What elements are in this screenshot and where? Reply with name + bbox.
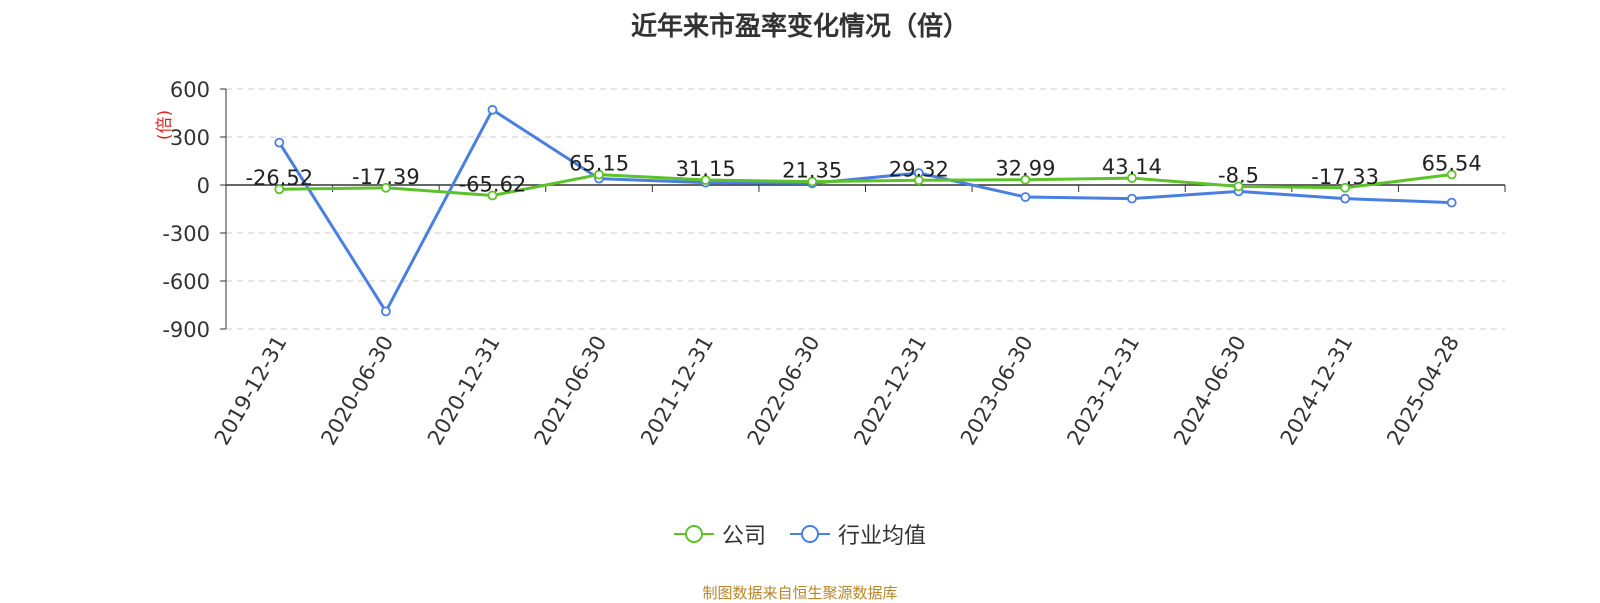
company-point <box>380 182 391 193</box>
x-tick-label: 2020-06-30 <box>316 332 398 450</box>
series <box>274 104 1457 317</box>
y-tick-label: 0 <box>197 174 210 198</box>
legend-company-marker <box>673 525 714 543</box>
company-data-label: 31.15 <box>676 157 736 181</box>
company-data-label: -17.39 <box>352 165 420 189</box>
y-tick-label: -600 <box>162 270 210 294</box>
x-tick-label: 2022-12-31 <box>849 332 931 450</box>
industry-point <box>1127 193 1137 204</box>
industry-point <box>380 306 391 317</box>
company-data-label: 32.99 <box>995 157 1055 181</box>
company-data-label: -8.5 <box>1218 163 1259 187</box>
legend-company-label: 公司 <box>721 524 766 549</box>
company-point <box>274 184 285 195</box>
industry-point <box>1446 197 1457 208</box>
company-point <box>913 175 924 186</box>
company-point <box>487 190 498 201</box>
company-data-label: 43.14 <box>1102 155 1162 179</box>
company-data-label: -65.62 <box>459 172 527 196</box>
industry-line <box>278 108 1452 313</box>
axes: 600 300 0 -300 -600 -900 (倍) 2019-12-31 2020-06-… <box>155 78 1506 450</box>
y-axis-label: (倍) <box>155 110 175 140</box>
company-point <box>1446 169 1457 180</box>
legend-industry-marker <box>790 525 830 543</box>
chart-title: 近年来市盈率变化情况（倍） <box>630 12 969 42</box>
legend-industry-label: 行业均值 <box>838 524 927 549</box>
company-data-label: 21.35 <box>782 159 842 183</box>
legend: 公司 行业均值 <box>0 518 1600 550</box>
industry-point <box>487 104 498 115</box>
company-point <box>594 169 604 180</box>
x-tick-label: 2024-06-30 <box>1169 332 1251 450</box>
company-point <box>1020 174 1031 185</box>
company-point <box>807 176 818 187</box>
x-tick-label: 2021-12-31 <box>636 332 718 450</box>
x-tick-label: 2022-06-30 <box>743 332 825 450</box>
company-data-label: 29.32 <box>889 157 949 181</box>
grid-lines <box>226 88 1505 330</box>
x-tick-label: 2021-06-30 <box>530 332 612 450</box>
y-tick-label: 600 <box>170 78 210 102</box>
company-point <box>1233 181 1244 192</box>
y-tick-label: -300 <box>162 222 210 246</box>
company-point <box>700 175 711 185</box>
y-tick-label: -900 <box>162 318 210 342</box>
data-labels: -26.52 -17.39 -65.62 65.15 31.15 21.35 29.32 32… <box>245 152 1481 197</box>
x-tick-label: 2023-12-31 <box>1062 332 1144 450</box>
company-data-label: -26.52 <box>245 166 313 190</box>
x-tick-label: 2019-12-31 <box>210 332 292 450</box>
company-point <box>1340 182 1351 193</box>
x-tick-label: 2020-12-31 <box>423 332 505 450</box>
source-note: 制图数据来自恒生聚源数据库 <box>702 584 898 602</box>
company-line <box>279 173 1452 197</box>
industry-point <box>1020 192 1031 202</box>
company-point <box>1127 173 1137 183</box>
legend-item-industry[interactable]: 行业均值 <box>790 518 926 550</box>
x-tick-label: 2025-04-28 <box>1382 332 1464 450</box>
company-data-label: 65.15 <box>569 152 629 176</box>
x-tick-label: 2024-12-31 <box>1276 332 1358 450</box>
legend-item-company[interactable]: 公司 <box>673 518 766 550</box>
x-tick-label: 2023-06-30 <box>956 332 1038 450</box>
company-data-label: 65.54 <box>1422 152 1482 176</box>
y-tick-label: 300 <box>170 126 210 150</box>
industry-point <box>274 137 285 148</box>
industry-point <box>1340 193 1351 204</box>
company-data-label: -17.33 <box>1311 165 1379 189</box>
